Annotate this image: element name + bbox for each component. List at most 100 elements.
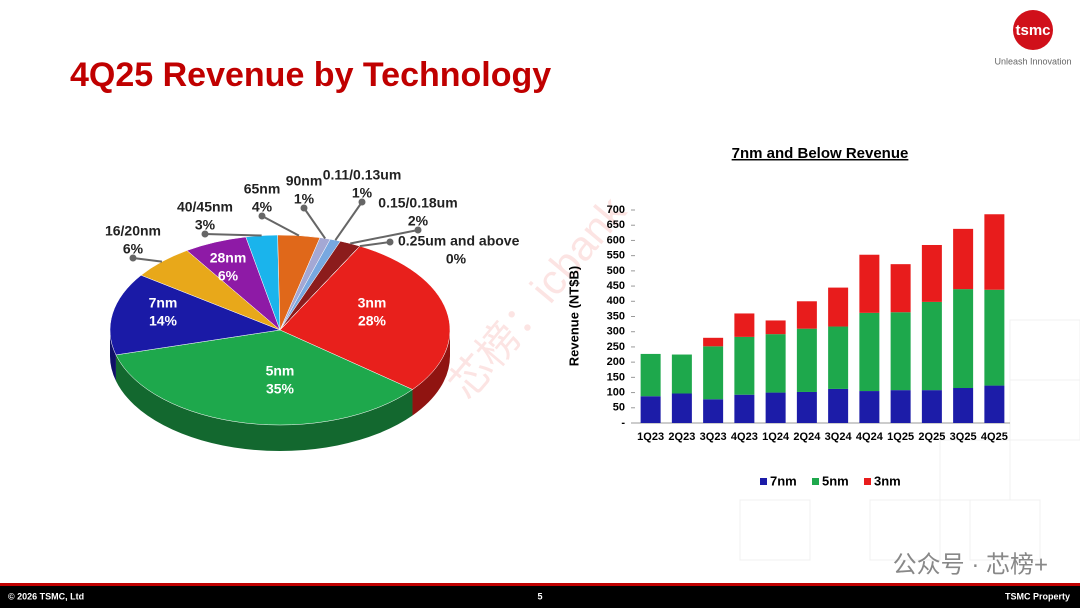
leader-line <box>359 241 391 248</box>
x-tick-label: 2Q25 <box>918 431 945 443</box>
pie-value-label: 35% <box>266 381 295 397</box>
x-tick-label: 1Q25 <box>887 431 914 443</box>
x-tick-label: 3Q25 <box>950 431 977 443</box>
leader-dot <box>386 238 394 246</box>
bar-segment <box>828 326 849 389</box>
x-tick-label: 4Q23 <box>731 431 758 443</box>
bar-segment <box>734 313 755 337</box>
footer-rule <box>0 583 1080 586</box>
bar-segment <box>703 399 724 423</box>
footer-property: TSMC Property <box>1005 591 1070 601</box>
bar-segment <box>953 228 974 290</box>
pie-value-label: 1% <box>352 185 373 201</box>
pie-value-label: 4% <box>252 199 273 215</box>
x-tick-label: 2Q24 <box>793 431 821 443</box>
bar-segment <box>734 394 755 423</box>
y-tick-label: 300 <box>607 326 625 338</box>
bar-segment <box>984 385 1005 423</box>
leader-dot <box>300 204 308 212</box>
x-tick-label: 4Q24 <box>856 431 884 443</box>
leader-dot <box>414 226 422 234</box>
leader-line <box>204 233 262 237</box>
x-tick-label: 1Q24 <box>762 431 790 443</box>
pie-value-label: 3% <box>195 217 216 233</box>
legend-label: 7nm <box>770 473 797 488</box>
bar-segment <box>953 388 974 423</box>
bar-segment <box>703 337 724 347</box>
bar-segment <box>859 312 880 392</box>
pie-value-label: 1% <box>294 191 315 207</box>
leader-line <box>132 257 163 263</box>
pie-value-label: 6% <box>218 268 239 284</box>
watermark: 公众号 · 芯榜+ <box>893 551 1048 578</box>
bar-segment <box>984 289 1005 386</box>
bar-segment <box>890 390 911 423</box>
bar-segment <box>734 336 755 395</box>
leader-dot <box>201 230 209 238</box>
chart-title: 7nm and Below Revenue <box>732 145 909 162</box>
background-tiles <box>739 319 1080 561</box>
bar-segment <box>921 244 942 302</box>
footer-bar <box>0 586 1080 608</box>
legend-swatch <box>812 478 819 485</box>
pie-slice <box>279 245 451 390</box>
pie-value-label: 2% <box>408 213 429 229</box>
leader-dot <box>129 254 137 262</box>
pie-label: 5nm <box>266 363 295 379</box>
bar-segment <box>828 388 849 423</box>
x-tick-label: 2Q23 <box>668 431 695 443</box>
pie-value-label: 6% <box>123 241 144 257</box>
bar-segment <box>921 301 942 391</box>
footer-copyright: © 2026 TSMC, Ltd <box>8 591 84 601</box>
y-tick-label: 650 <box>607 219 625 231</box>
leader-dot <box>358 198 366 206</box>
bar-segment <box>953 289 974 389</box>
bar-segment <box>828 287 849 327</box>
pie-slice-side <box>412 330 450 416</box>
y-tick-label: 700 <box>607 204 625 216</box>
y-tick-label: 350 <box>607 310 625 322</box>
x-tick-label: 3Q23 <box>700 431 727 443</box>
bar-segment <box>703 346 724 400</box>
bar-segment <box>765 320 786 335</box>
legend-label: 5nm <box>822 473 849 488</box>
y-tick-label: 400 <box>607 295 625 307</box>
legend-label: 3nm <box>874 473 901 488</box>
leader-line <box>303 207 326 239</box>
x-tick-label: 3Q24 <box>825 431 853 443</box>
y-tick-label: 50 <box>613 402 625 414</box>
bar-segment <box>671 354 692 394</box>
bar-segment <box>890 312 911 391</box>
slide-title: 4Q25 Revenue by Technology <box>70 56 551 94</box>
pie-label: 16/20nm <box>105 223 161 239</box>
x-tick-label: 4Q25 <box>981 431 1008 443</box>
y-axis-label: Revenue (NT$B) <box>566 266 581 366</box>
y-tick-label: 100 <box>607 386 625 398</box>
pie-label: 28nm <box>210 250 247 266</box>
pie-label: 3nm <box>358 295 387 311</box>
y-tick-label: - <box>621 417 625 429</box>
bar-segment <box>796 301 817 329</box>
y-tick-label: 150 <box>607 371 625 383</box>
pie-label: 0.11/0.13um <box>323 167 402 183</box>
pie-slice-side <box>115 354 413 451</box>
bar-segment <box>640 396 661 423</box>
tagline: Unleash Innovation <box>994 56 1071 66</box>
pie-label: 0.15/0.18um <box>378 195 457 211</box>
leader-dot <box>258 212 266 220</box>
pie-label: 0.25um and above <box>398 233 520 249</box>
pie-value-label: 14% <box>149 313 178 329</box>
y-tick-label: 500 <box>607 265 625 277</box>
bar-segment <box>671 393 692 423</box>
pie-value-label: 0% <box>446 251 467 267</box>
pie-value-label: 28% <box>358 313 387 329</box>
bar-segment <box>640 353 661 397</box>
pie-label: 7nm <box>149 295 178 311</box>
y-tick-label: 600 <box>607 234 625 246</box>
bar-segment <box>890 264 911 313</box>
bar-segment <box>765 392 786 423</box>
y-tick-label: 200 <box>607 356 625 368</box>
pie-slice <box>279 245 360 331</box>
bar-segment <box>765 334 786 393</box>
